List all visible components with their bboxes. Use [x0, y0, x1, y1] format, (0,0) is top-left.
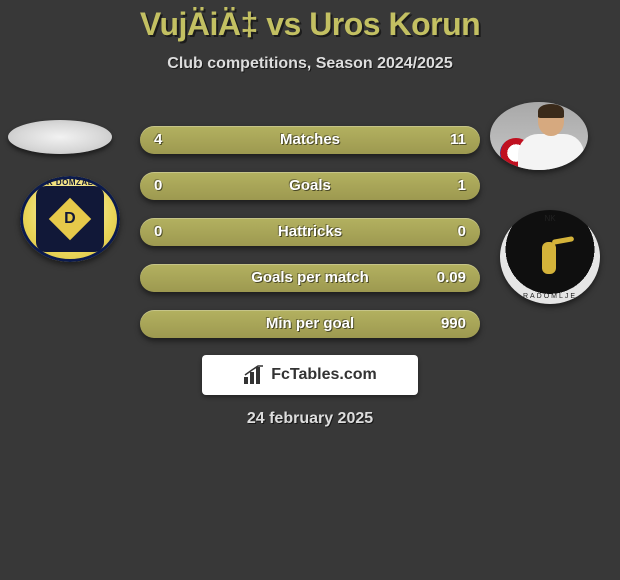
stat-row: 0 Goals 1: [0, 166, 620, 212]
brand-logo[interactable]: FcTables.com: [202, 355, 418, 395]
stat-bar-goals-per-match: Goals per match 0.09: [140, 264, 480, 292]
stat-bar-hattricks: 0 Hattricks 0: [140, 218, 480, 246]
stat-bar-matches: 4 Matches 11: [140, 126, 480, 154]
stat-label: Min per goal: [140, 310, 480, 338]
date-text: 24 february 2025: [0, 410, 620, 428]
page-title: VujÄiÄ‡ vs Uros Korun: [0, 0, 620, 43]
stat-right-value: 1: [458, 172, 466, 200]
stat-right-value: 0.09: [437, 264, 466, 292]
brand-text: FcTables.com: [271, 366, 377, 384]
stats-area: 4 Matches 11 0 Goals 1 0 Hattricks 0 Goa…: [0, 120, 620, 350]
stat-label: Goals per match: [140, 264, 480, 292]
stat-right-value: 0: [458, 218, 466, 246]
stat-bar-min-per-goal: Min per goal 990: [140, 310, 480, 338]
stat-right-value: 11: [450, 126, 466, 154]
stat-row: 0 Hattricks 0: [0, 212, 620, 258]
chart-icon: [243, 365, 265, 385]
stat-label: Goals: [140, 172, 480, 200]
stat-label: Hattricks: [140, 218, 480, 246]
stat-bar-goals: 0 Goals 1: [140, 172, 480, 200]
stat-row: 4 Matches 11: [0, 120, 620, 166]
stat-row: Min per goal 990: [0, 304, 620, 350]
stat-label: Matches: [140, 126, 480, 154]
subtitle: Club competitions, Season 2024/2025: [0, 55, 620, 73]
stat-row: Goals per match 0.09: [0, 258, 620, 304]
stat-right-value: 990: [441, 310, 466, 338]
